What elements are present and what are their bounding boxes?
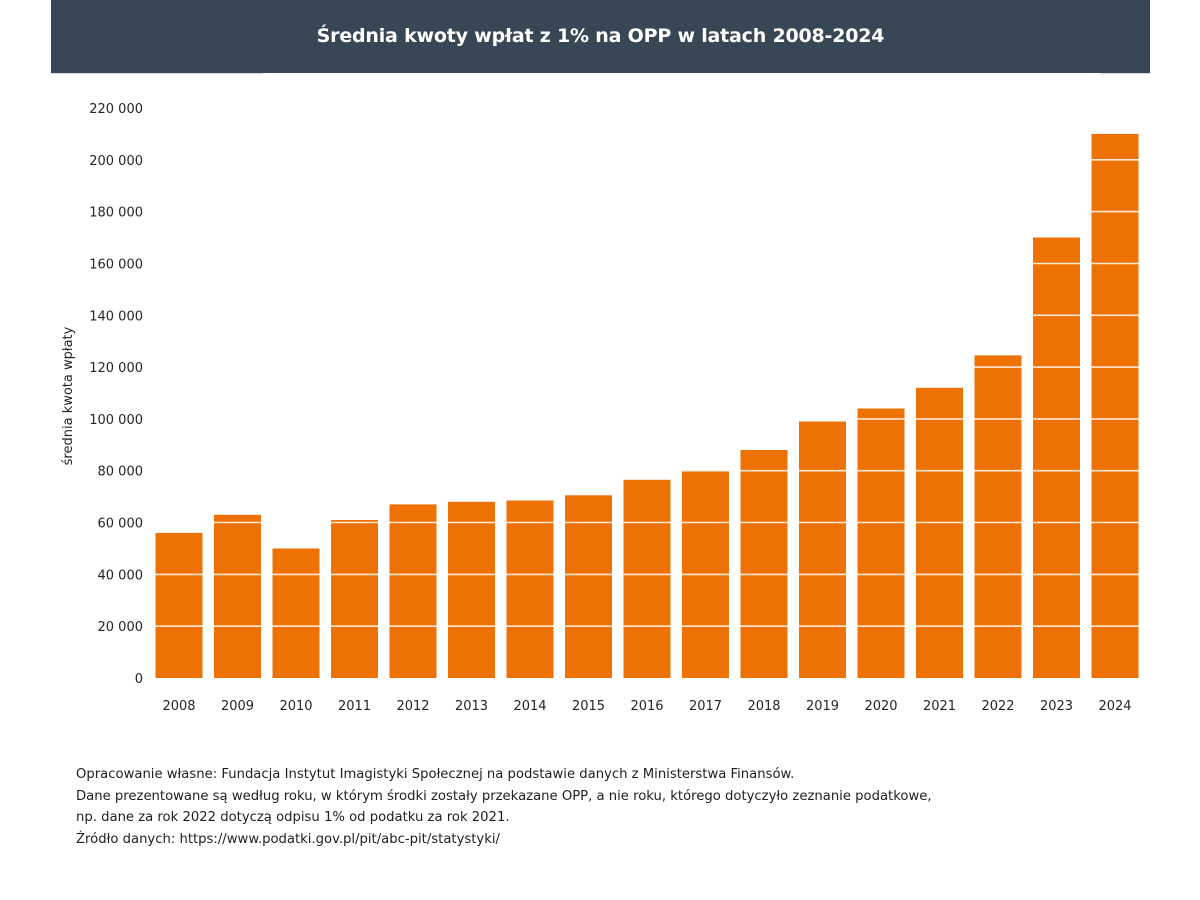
x-tick-label: 2010 — [279, 699, 312, 714]
bar-2016 — [623, 479, 671, 678]
y-tick-label: 80 000 — [98, 465, 144, 480]
y-tick-label: 0 — [135, 672, 143, 687]
header-underline-right — [1100, 73, 1150, 74]
x-tick-labels: 2008 2009 2010 2011 2012 2013 2014 2015 2016 2017… — [162, 699, 1131, 714]
bar-2008 — [155, 532, 203, 678]
y-tick-label: 60 000 — [98, 517, 144, 532]
bar-2021 — [916, 387, 963, 678]
x-tick-label: 2024 — [1098, 699, 1131, 714]
x-tick-label: 2016 — [630, 699, 663, 714]
y-tick-label: 20 000 — [98, 620, 144, 635]
x-tick-label: 2018 — [747, 699, 780, 714]
footnote-line-example: np. dane za rok 2022 dotyczą odpisu 1% o… — [76, 810, 510, 825]
y-tick-label: 180 000 — [89, 206, 143, 221]
x-tick-label: 2017 — [689, 699, 722, 714]
bar-2024 — [1091, 133, 1139, 678]
header-underline — [51, 73, 263, 74]
gridlines-group — [150, 107, 1146, 628]
x-tick-label: 2008 — [162, 699, 195, 714]
y-tick-label: 120 000 — [89, 361, 143, 376]
bars-group — [155, 133, 1139, 678]
bar-2011 — [331, 520, 378, 678]
footnote-line-source: Opracowanie własne: Fundacja Instytut Im… — [76, 767, 795, 782]
y-tick-label: 160 000 — [89, 258, 143, 273]
bar-2015 — [565, 495, 612, 678]
chart-header: Średnia kwoty wpłat z 1% na OPP w latach… — [51, 0, 1150, 73]
y-tick-label: 200 000 — [89, 154, 143, 169]
x-tick-label: 2019 — [806, 699, 839, 714]
x-tick-label: 2012 — [396, 699, 429, 714]
x-tick-label: 2015 — [572, 699, 605, 714]
y-axis-title: średnia kwota wpłaty — [61, 326, 76, 465]
bar-2010 — [272, 548, 320, 678]
bar-2018 — [740, 450, 788, 678]
chart-title: Średnia kwoty wpłat z 1% na OPP w latach… — [316, 24, 885, 47]
bar-2012 — [389, 504, 437, 678]
y-tick-label: 100 000 — [89, 413, 143, 428]
bar-2019 — [799, 421, 846, 678]
bar-chart: 0 20 000 40 000 60 000 80 000 100 000 120 000 1… — [61, 102, 1146, 714]
y-tick-label: 220 000 — [89, 102, 143, 117]
x-tick-label: 2020 — [864, 699, 897, 714]
footnote-line-explanation: Dane prezentowane są według roku, w któr… — [76, 788, 932, 804]
bar-2022 — [974, 355, 1022, 678]
y-tick-label: 40 000 — [98, 568, 144, 583]
y-tick-label: 140 000 — [89, 309, 143, 324]
x-tick-label: 2013 — [455, 699, 488, 714]
bar-2009 — [214, 514, 261, 678]
x-tick-label: 2011 — [338, 699, 371, 714]
bar-2014 — [506, 500, 554, 678]
x-tick-label: 2023 — [1040, 699, 1073, 714]
footnote: Opracowanie własne: Fundacja Instytut Im… — [76, 764, 1156, 850]
x-tick-label: 2022 — [981, 699, 1014, 714]
bar-2023 — [1033, 237, 1080, 678]
y-tick-labels: 0 20 000 40 000 60 000 80 000 100 000 120 000 1… — [89, 102, 143, 687]
x-tick-label: 2014 — [513, 699, 546, 714]
bar-2020 — [857, 408, 905, 678]
x-tick-label: 2009 — [221, 699, 254, 714]
bar-2013 — [448, 501, 495, 678]
footnote-line-data-source: Źródło danych: https://www.podatki.gov.p… — [76, 831, 500, 847]
x-tick-label: 2021 — [923, 699, 956, 714]
